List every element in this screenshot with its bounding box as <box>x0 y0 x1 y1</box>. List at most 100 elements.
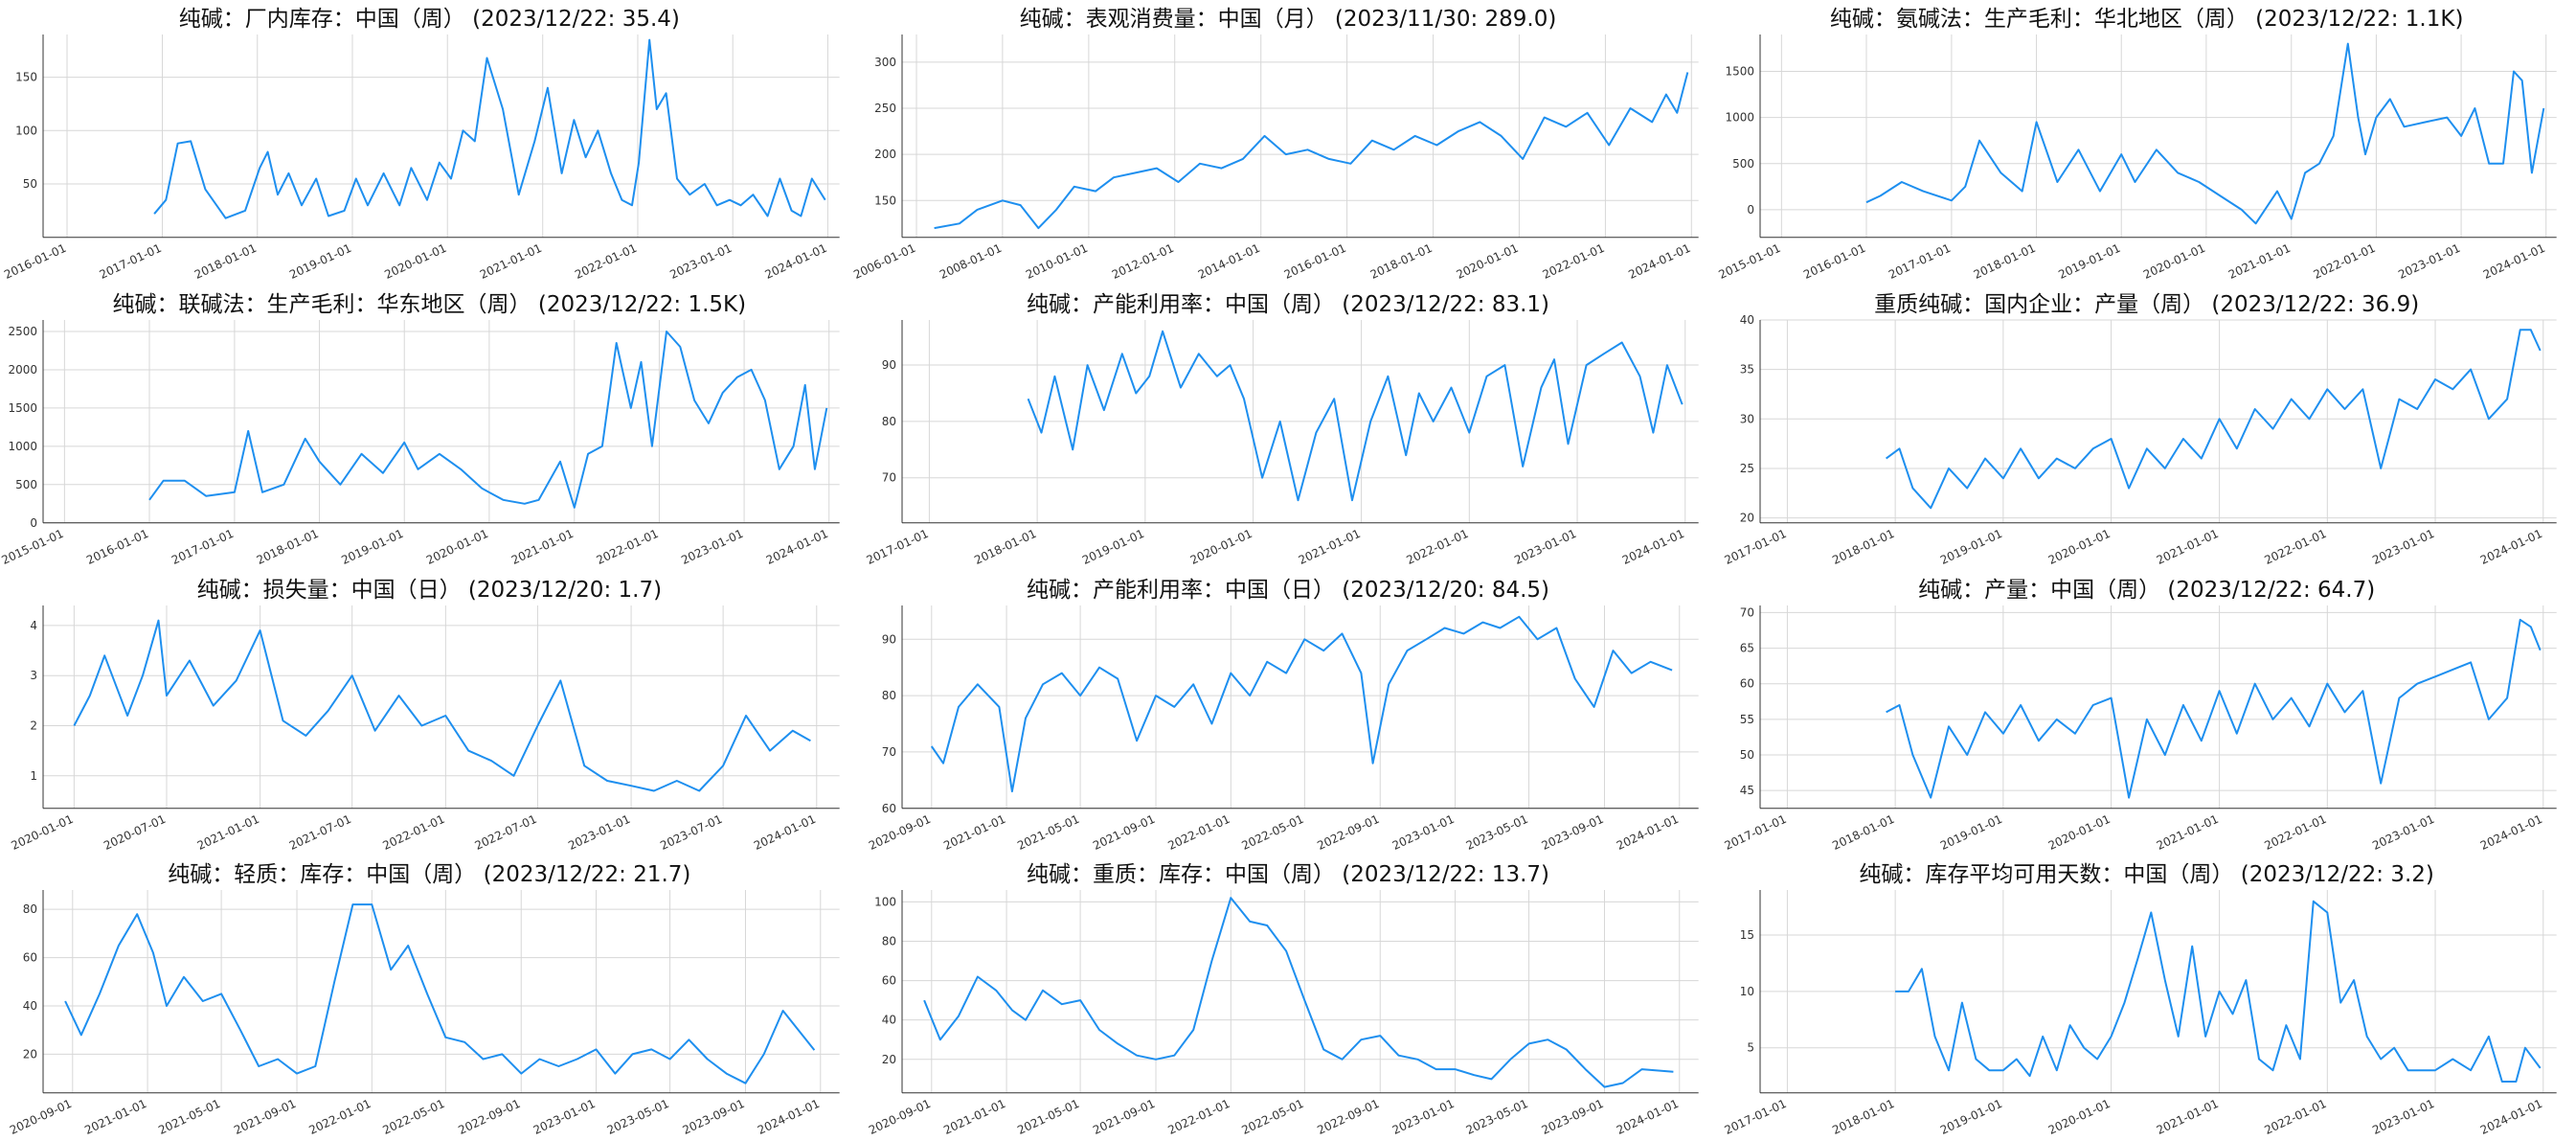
chart-plot: 50 100 150 2016-01-01 2017-01-01 2018-01-01 20… <box>2 34 840 282</box>
chart-title: 纯碱：损失量：中国（日） (2023/12/20: 1.7) <box>196 577 663 603</box>
x-tick-label: 2023-01-01 <box>2397 241 2463 282</box>
y-tick-label: 35 <box>1740 362 1754 376</box>
x-tick-label: 2020-09-01 <box>8 1097 74 1137</box>
x-tick-label: 2023-01-01 <box>1390 1097 1456 1137</box>
y-tick-label: 90 <box>881 632 895 646</box>
y-tick-label: 80 <box>881 935 895 948</box>
x-tick-label: 2020-01-01 <box>424 527 490 567</box>
x-tick-label: 2018-01-01 <box>192 241 259 282</box>
y-tick-label: 1 <box>30 768 37 782</box>
chart-title: 纯碱：产能利用率：中国（周） (2023/12/22: 83.1) <box>1026 291 1550 317</box>
series-line <box>934 72 1688 230</box>
x-tick-label: 2018-01-01 <box>972 527 1038 567</box>
x-tick-label: 2022-01-01 <box>1404 527 1470 567</box>
chart-plot: 20 25 30 35 40 2017-01-01 2018-01-01 2019-01-01… <box>1723 313 2557 567</box>
x-tick-label: 2020-01-01 <box>382 241 448 282</box>
x-tick-label: 2024-01-01 <box>2478 811 2544 852</box>
chart-panel: 纯碱：表观消费量：中国（月） (2023/11/30: 289.0) 150 200… <box>851 0 1718 285</box>
x-tick-label: 2023-05-01 <box>605 1097 671 1137</box>
y-tick-label: 50 <box>23 177 37 191</box>
x-tick-label: 2021-01-01 <box>509 527 576 567</box>
y-tick-label: 300 <box>874 56 896 69</box>
x-tick-label: 2021-09-01 <box>232 1097 298 1137</box>
y-tick-label: 70 <box>881 744 895 758</box>
x-tick-label: 2021-07-01 <box>287 811 353 852</box>
x-tick-label: 2017-01-01 <box>1723 1097 1789 1137</box>
y-tick-label: 0 <box>1748 203 1755 217</box>
y-tick-label: 80 <box>23 902 37 916</box>
x-tick-label: 2021-05-01 <box>1015 1097 1081 1137</box>
x-tick-label: 2021-01-01 <box>2155 527 2221 567</box>
x-tick-label: 2022-05-01 <box>380 1097 446 1137</box>
x-tick-label: 2023-09-01 <box>1539 811 1605 852</box>
x-tick-label: 2022-09-01 <box>456 1097 522 1137</box>
x-tick-label: 2023-05-01 <box>1463 811 1529 852</box>
x-tick-label: 2022-05-01 <box>1239 811 1305 852</box>
y-tick-label: 30 <box>1740 412 1754 425</box>
x-tick-label: 2022-01-01 <box>2263 527 2329 567</box>
x-tick-label: 2017-01-01 <box>1723 811 1789 852</box>
chart-panel: 纯碱：轻质：库存：中国（周） (2023/12/22: 21.7) 20 40 60 8… <box>0 856 859 1141</box>
chart-plot: 0 500 1000 1500 2015-01-01 2016-01-01 2017-01-… <box>1717 34 2557 282</box>
y-tick-label: 20 <box>23 1048 37 1061</box>
y-tick-label: 150 <box>15 71 37 84</box>
x-tick-label: 2020-01-01 <box>1454 241 1520 282</box>
x-tick-label: 2023-01-01 <box>2371 1097 2437 1137</box>
x-tick-label: 2023-09-01 <box>681 1097 747 1137</box>
y-tick-label: 2 <box>30 719 37 732</box>
x-tick-label: 2020-01-01 <box>2046 1097 2113 1137</box>
x-tick-label: 2024-01-01 <box>763 241 829 282</box>
x-tick-label: 2021-01-01 <box>2155 811 2221 852</box>
chart-plot: 0 500 1000 1500 2000 2500 2015-01-01 2016-01-01… <box>0 319 840 567</box>
y-tick-label: 150 <box>874 194 896 207</box>
chart-title: 纯碱：库存平均可用天数：中国（周） (2023/12/22: 3.2) <box>1859 862 2434 888</box>
x-tick-label: 2022-01-01 <box>2263 811 2329 852</box>
series-line <box>930 615 1673 792</box>
x-tick-label: 2022-05-01 <box>1239 1097 1305 1137</box>
x-tick-label: 2014-01-01 <box>1196 241 1262 282</box>
y-tick-label: 250 <box>874 102 896 115</box>
x-tick-label: 2021-01-01 <box>2155 1097 2221 1137</box>
chart-title: 纯碱：厂内库存：中国（周） (2023/12/22: 35.4) <box>178 7 680 32</box>
chart-plot: 45 50 55 60 65 70 2017-01-01 2018-01-01 2019-01-… <box>1723 605 2557 852</box>
x-tick-label: 2023-01-01 <box>531 1097 598 1137</box>
chart-plot: 70 80 90 2017-01-01 2018-01-01 2019-01-01 2020… <box>864 319 1699 567</box>
series-line <box>1886 329 2542 510</box>
chart-panel: 重质纯碱：国内企业：产量（周） (2023/12/22: 36.9) 20 25 30… <box>1717 285 2576 571</box>
chart-title: 纯碱：氨碱法：生产毛利：华北地区（周） (2023/12/22: 1.1K) <box>1829 7 2464 32</box>
chart-panel: 纯碱：重质：库存：中国（周） (2023/12/22: 13.7) 20 40 60 8… <box>859 856 1718 1141</box>
y-tick-label: 80 <box>881 415 895 428</box>
x-tick-label: 2022-01-01 <box>1165 811 1232 852</box>
y-tick-label: 40 <box>23 999 37 1013</box>
y-tick-label: 70 <box>1740 605 1754 619</box>
y-tick-label: 90 <box>881 358 895 372</box>
series-line <box>1027 330 1683 501</box>
x-tick-label: 2024-01-01 <box>764 527 830 567</box>
y-tick-label: 60 <box>881 974 895 988</box>
x-tick-label: 2016-01-01 <box>84 527 150 567</box>
x-tick-label: 2021-05-01 <box>1015 811 1081 852</box>
x-tick-label: 2022-01-01 <box>573 241 639 282</box>
x-tick-label: 2021-09-01 <box>1091 811 1157 852</box>
y-tick-label: 5 <box>1748 1041 1755 1055</box>
x-tick-label: 2024-01-01 <box>2478 1097 2544 1137</box>
y-tick-label: 200 <box>874 148 896 161</box>
x-tick-label: 2024-01-01 <box>756 1097 822 1137</box>
y-tick-label: 1500 <box>1726 65 1755 79</box>
x-tick-label: 2023-01-01 <box>566 811 632 852</box>
x-tick-label: 2020-09-01 <box>867 1097 933 1137</box>
chart-panel: 纯碱：厂内库存：中国（周） (2023/12/22: 35.4) 50 100 150… <box>0 0 859 285</box>
y-tick-label: 20 <box>881 1053 895 1066</box>
y-tick-label: 4 <box>30 618 37 631</box>
y-tick-label: 2000 <box>8 363 37 377</box>
chart-title: 纯碱：重质：库存：中国（周） (2023/12/22: 13.7) <box>1026 862 1550 888</box>
series-line <box>153 38 826 219</box>
y-tick-label: 1500 <box>8 401 37 415</box>
x-tick-label: 2022-01-01 <box>1165 1097 1232 1137</box>
x-tick-label: 2024-01-01 <box>1615 1097 1681 1137</box>
y-tick-label: 55 <box>1740 712 1754 725</box>
x-tick-label: 2019-01-01 <box>1080 527 1146 567</box>
x-tick-label: 2022-07-01 <box>473 811 539 852</box>
